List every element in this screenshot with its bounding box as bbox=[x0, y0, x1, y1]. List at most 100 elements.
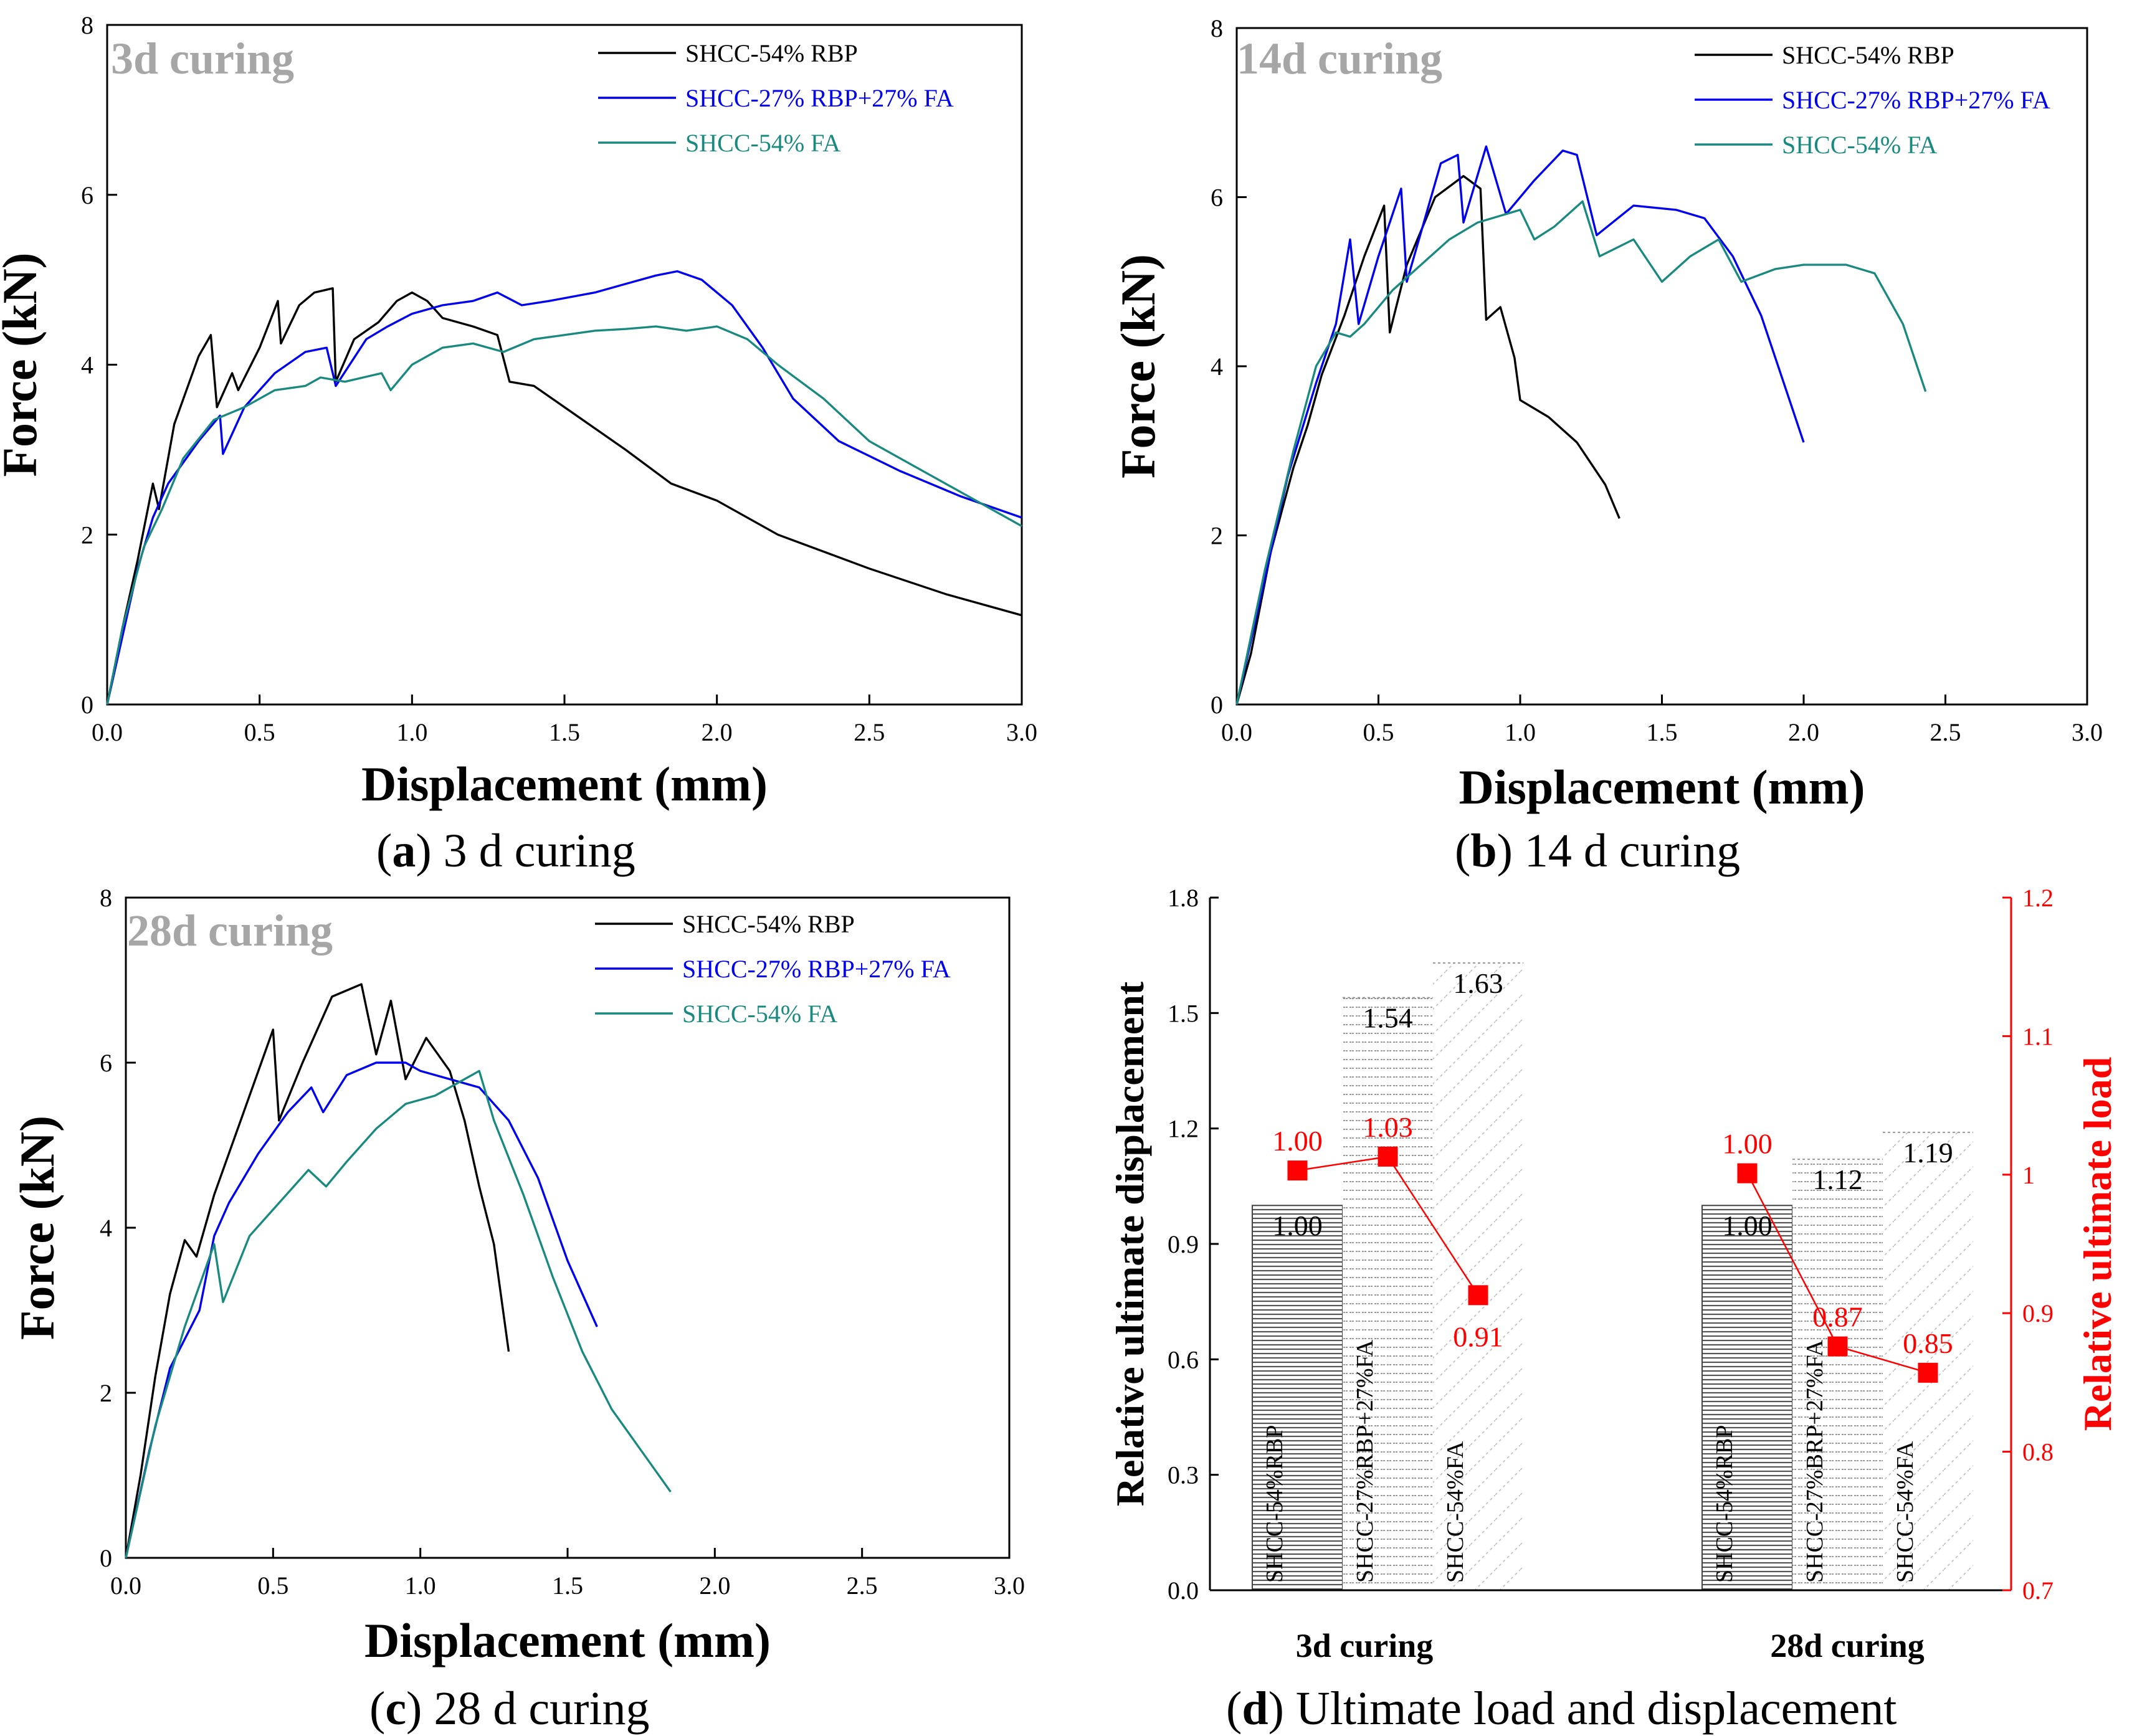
panel-4: 1.00 SHCC-54%RBP 1.54 SHCC-27%RBP+27%FA 1.63… bbox=[1108, 884, 2120, 1664]
y-tick-label: 4 bbox=[81, 351, 93, 379]
curing-tag: 3d curing bbox=[111, 34, 294, 83]
y-axis-title: Force (kN) bbox=[1111, 254, 1165, 478]
y2-tick-label: 0.8 bbox=[2022, 1438, 2053, 1466]
series-line-3 bbox=[1235, 200, 1927, 705]
plot-frame bbox=[1235, 27, 2088, 706]
y2-tick-label: 1 bbox=[2022, 1161, 2035, 1189]
legend-label: SHCC-27% RBP+27% FA bbox=[685, 84, 954, 112]
curing-tag: 14d curing bbox=[1237, 34, 1442, 83]
legend-label: SHCC-54% FA bbox=[1782, 131, 1937, 159]
load-marker bbox=[1737, 1163, 1758, 1183]
y-tick-label: 8 bbox=[81, 11, 93, 39]
load-value-label: 1.00 bbox=[1722, 1128, 1773, 1160]
legend-label: SHCC-54% FA bbox=[685, 129, 840, 157]
legend-label: SHCC-54% RBP bbox=[1782, 41, 1954, 69]
bar-value-label: 1.12 bbox=[1812, 1164, 1863, 1195]
bar-name-label: SHCC-54%RBP bbox=[1262, 1425, 1288, 1583]
y-tick-label: 1.5 bbox=[1168, 999, 1199, 1027]
y-axis-title: Force (kN) bbox=[10, 1116, 64, 1340]
load-marker bbox=[1378, 1146, 1398, 1167]
y2-tick-label: 1.2 bbox=[2022, 884, 2053, 912]
x-tick-label: 1.0 bbox=[1505, 718, 1536, 746]
y-tick-label: 0.3 bbox=[1168, 1461, 1199, 1489]
load-value-label: 0.91 bbox=[1453, 1321, 1503, 1352]
series-line-1 bbox=[1235, 174, 1620, 705]
y-tick-label: 6 bbox=[1211, 184, 1223, 212]
x-tick-label: 0.0 bbox=[1221, 718, 1252, 746]
x-tick-label: 2.0 bbox=[699, 1572, 730, 1600]
bar bbox=[1433, 963, 1523, 1590]
y-tick-label: 1.2 bbox=[1168, 1115, 1199, 1143]
load-value-label: 1.03 bbox=[1363, 1111, 1413, 1143]
y-tick-label: 6 bbox=[100, 1049, 112, 1077]
y-tick-label: 1.8 bbox=[1168, 884, 1199, 912]
load-value-label: 1.00 bbox=[1272, 1125, 1323, 1157]
x-tick-label: 3.0 bbox=[1006, 718, 1037, 746]
load-value-label: 0.85 bbox=[1903, 1327, 1953, 1359]
load-marker bbox=[1827, 1336, 1848, 1357]
x-tick-label: 2.0 bbox=[1788, 718, 1819, 746]
y-tick-label: 8 bbox=[1211, 14, 1223, 42]
bar-value-label: 1.00 bbox=[1272, 1210, 1323, 1241]
y-axis-title: Relative ultimate displacement bbox=[1108, 981, 1152, 1506]
caption-c: (c) 28 d curing bbox=[369, 1682, 650, 1735]
group-label: 28d curing bbox=[1770, 1627, 1925, 1664]
bar bbox=[1252, 1205, 1343, 1591]
y2-tick-label: 0.7 bbox=[2022, 1577, 2053, 1605]
x-tick-label: 1.0 bbox=[396, 718, 427, 746]
caption-b: (b) 14 d curing bbox=[1455, 825, 1741, 877]
legend-label: SHCC-54% RBP bbox=[682, 910, 855, 938]
series-line-1 bbox=[106, 287, 1022, 705]
series-line-3 bbox=[106, 325, 1022, 705]
legend-label: SHCC-54% RBP bbox=[685, 39, 858, 67]
y-tick-label: 6 bbox=[81, 181, 93, 209]
bar bbox=[1701, 1205, 1793, 1591]
legend-label: SHCC-27% RBP+27% FA bbox=[1782, 86, 2050, 114]
load-marker bbox=[1287, 1160, 1308, 1181]
x-tick-label: 0.0 bbox=[110, 1572, 141, 1600]
y-tick-label: 4 bbox=[1211, 353, 1223, 381]
bar-value-label: 1.00 bbox=[1722, 1210, 1773, 1241]
y-tick-label: 0 bbox=[81, 691, 93, 719]
bar bbox=[1343, 997, 1433, 1590]
series-line-2 bbox=[106, 270, 1022, 705]
curing-tag: 28d curing bbox=[127, 906, 333, 956]
legend-label: SHCC-27% RBP+27% FA bbox=[682, 955, 951, 983]
x-tick-label: 2.0 bbox=[702, 718, 733, 746]
caption-d: (d) Ultimate load and displacement bbox=[1226, 1682, 1897, 1735]
bar-value-label: 1.63 bbox=[1453, 967, 1503, 999]
plot-frame bbox=[106, 24, 1023, 706]
y2-axis-title: Relative ultimate load bbox=[2075, 1057, 2120, 1431]
y-tick-label: 0.6 bbox=[1168, 1345, 1199, 1373]
x-tick-label: 2.5 bbox=[854, 718, 885, 746]
x-tick-label: 0.5 bbox=[244, 718, 275, 746]
bar bbox=[1792, 1159, 1883, 1590]
bar-name-label: SHCC-54%FA bbox=[1442, 1441, 1468, 1583]
y-tick-label: 8 bbox=[100, 884, 112, 912]
x-tick-label: 1.5 bbox=[549, 718, 580, 746]
panel-3: 0.0 0.5 1.0 1.5 2.0 2.5 3.0 0 2 4 6 8 Displacement (… bbox=[10, 884, 1025, 1667]
x-tick-label: 1.5 bbox=[1647, 718, 1678, 746]
legend-label: SHCC-54% FA bbox=[682, 1000, 837, 1028]
x-tick-label: 1.5 bbox=[552, 1572, 583, 1600]
x-tick-label: 0.5 bbox=[257, 1572, 288, 1600]
bar-name-label: SHCC-27%BRP+27%FA bbox=[1802, 1339, 1828, 1583]
series-line-2 bbox=[125, 1061, 598, 1558]
x-tick-label: 0.5 bbox=[1363, 718, 1394, 746]
caption-a: (a) 3 d curing bbox=[376, 825, 635, 877]
x-axis-title: Displacement (mm) bbox=[364, 1613, 771, 1667]
y-tick-label: 0.9 bbox=[1168, 1230, 1199, 1258]
x-tick-label: 2.5 bbox=[847, 1572, 878, 1600]
bar-value-label: 1.54 bbox=[1363, 1002, 1413, 1034]
bar-name-label: SHCC-54%FA bbox=[1892, 1441, 1918, 1583]
series-line-1 bbox=[125, 983, 510, 1558]
series-line-2 bbox=[1235, 145, 1805, 705]
y-tick-label: 0.0 bbox=[1168, 1577, 1199, 1605]
y-tick-label: 2 bbox=[100, 1379, 112, 1407]
series-line-3 bbox=[125, 1070, 672, 1558]
y-tick-label: 0 bbox=[100, 1544, 112, 1572]
x-axis-title: Displacement (mm) bbox=[361, 757, 768, 811]
panel-1: 0.0 0.5 1.0 1.5 2.0 2.5 3.0 0 2 4 6 8 Displacement (… bbox=[0, 11, 1037, 811]
x-axis-title: Displacement (mm) bbox=[1459, 760, 1865, 814]
